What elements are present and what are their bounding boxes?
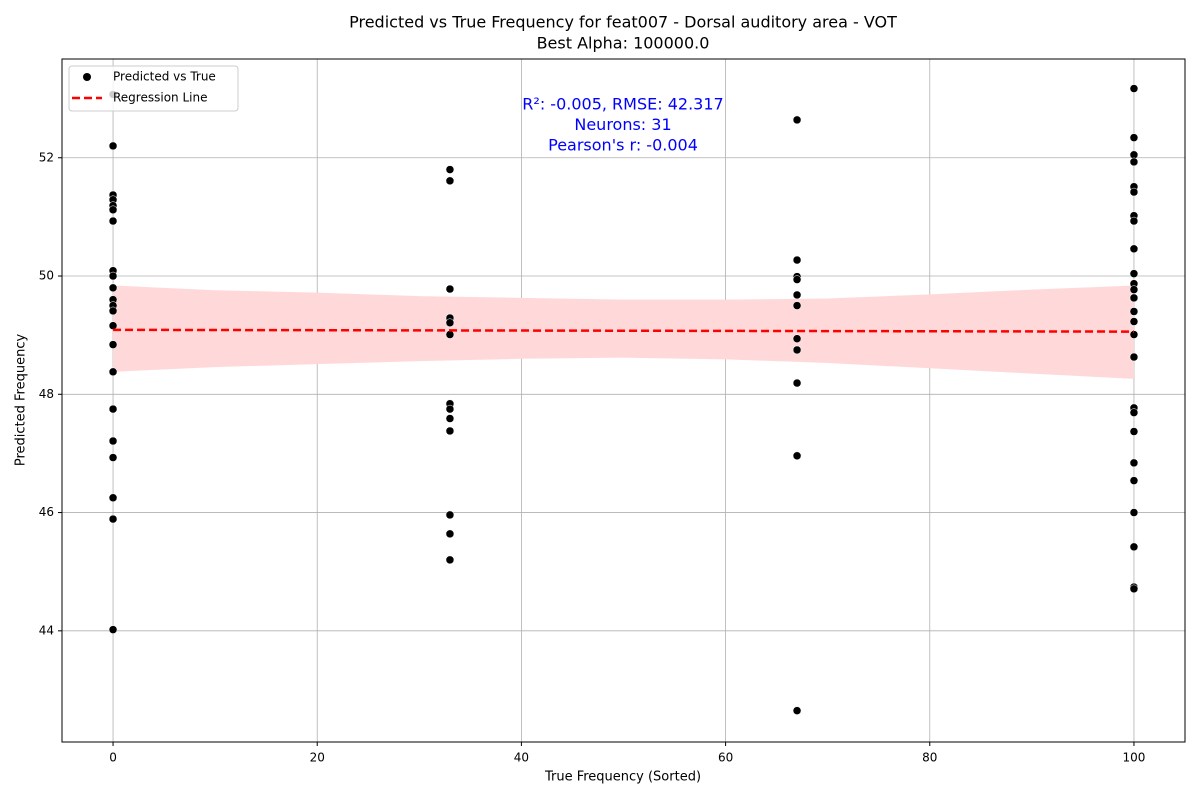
data-point xyxy=(445,414,455,423)
data-point xyxy=(445,555,455,565)
legend-marker xyxy=(83,73,91,81)
data-point xyxy=(792,334,802,343)
data-point xyxy=(108,205,118,215)
legend-label: Predicted vs True xyxy=(113,70,216,84)
data-point xyxy=(1129,408,1139,417)
data-point xyxy=(445,330,455,339)
data-point xyxy=(792,345,802,355)
data-point xyxy=(1129,427,1139,436)
data-point xyxy=(108,514,118,524)
data-point xyxy=(1129,542,1139,552)
data-point xyxy=(1129,584,1139,594)
grid xyxy=(62,59,1185,742)
data-point xyxy=(792,115,802,125)
data-point xyxy=(1129,244,1139,254)
x-tick-label: 0 xyxy=(109,751,117,765)
y-tick-label: 52 xyxy=(39,150,54,164)
plot-frame xyxy=(61,58,1186,743)
data-point xyxy=(792,451,802,461)
x-tick-label: 100 xyxy=(1123,751,1146,765)
data-point xyxy=(108,453,118,462)
data-point xyxy=(792,378,802,388)
data-point xyxy=(108,625,118,634)
regression-line xyxy=(113,328,1134,333)
data-point xyxy=(445,318,455,327)
x-tick-label: 40 xyxy=(514,751,529,765)
data-point xyxy=(1129,150,1139,160)
data-point xyxy=(792,255,802,265)
plot-area xyxy=(108,84,1139,715)
annotation: R²: -0.005, RMSE: 42.317 xyxy=(522,95,723,114)
legend-label: Regression Line xyxy=(113,91,207,105)
data-point xyxy=(108,271,118,281)
data-point xyxy=(445,284,455,294)
data-point xyxy=(1129,84,1139,93)
data-point xyxy=(445,165,455,174)
data-point xyxy=(108,321,118,330)
data-point xyxy=(108,340,118,349)
data-point xyxy=(445,510,455,520)
data-point xyxy=(1129,269,1139,278)
annotation: Neurons: 31 xyxy=(574,115,671,134)
y-axis-label: Predicted Frequency xyxy=(14,334,29,467)
data-point xyxy=(1129,330,1139,339)
data-point xyxy=(792,275,802,284)
confidence-band xyxy=(113,285,1134,379)
data-point xyxy=(108,283,118,293)
x-tick-label: 80 xyxy=(922,751,937,765)
x-tick-label: 20 xyxy=(310,751,325,765)
legend-box xyxy=(68,65,239,112)
data-point xyxy=(1129,317,1139,326)
data-point xyxy=(1129,307,1139,316)
data-point xyxy=(1129,133,1139,142)
x-tick-label: 60 xyxy=(718,751,733,765)
data-point xyxy=(1129,157,1139,167)
data-point xyxy=(1129,293,1139,303)
data-point xyxy=(1129,508,1139,517)
data-point xyxy=(445,404,455,414)
data-point xyxy=(1129,216,1139,226)
y-tick-label: 50 xyxy=(39,269,54,283)
chart-title: Predicted vs True Frequency for feat007 … xyxy=(349,13,897,32)
data-point xyxy=(445,529,455,539)
data-point xyxy=(108,404,118,414)
data-point xyxy=(445,426,455,436)
data-point xyxy=(108,367,118,377)
chart-subtitle: Best Alpha: 100000.0 xyxy=(537,34,710,53)
data-point xyxy=(1129,285,1139,294)
y-tick-label: 46 xyxy=(39,505,54,519)
annotation: Pearson's r: -0.004 xyxy=(548,136,698,155)
data-point xyxy=(792,290,802,300)
data-point xyxy=(1129,352,1139,362)
data-point xyxy=(108,141,118,151)
data-point xyxy=(1129,187,1139,197)
data-point xyxy=(792,301,802,310)
data-point xyxy=(108,436,118,446)
data-point xyxy=(1129,476,1139,485)
x-axis-label: True Frequency (Sorted) xyxy=(544,770,701,785)
data-point xyxy=(445,176,455,186)
data-point xyxy=(108,493,118,503)
y-tick-label: 44 xyxy=(39,623,54,637)
data-point xyxy=(792,706,802,715)
y-tick-label: 48 xyxy=(39,387,54,401)
data-point xyxy=(108,216,118,226)
data-point xyxy=(108,306,118,316)
data-point xyxy=(1129,458,1139,468)
